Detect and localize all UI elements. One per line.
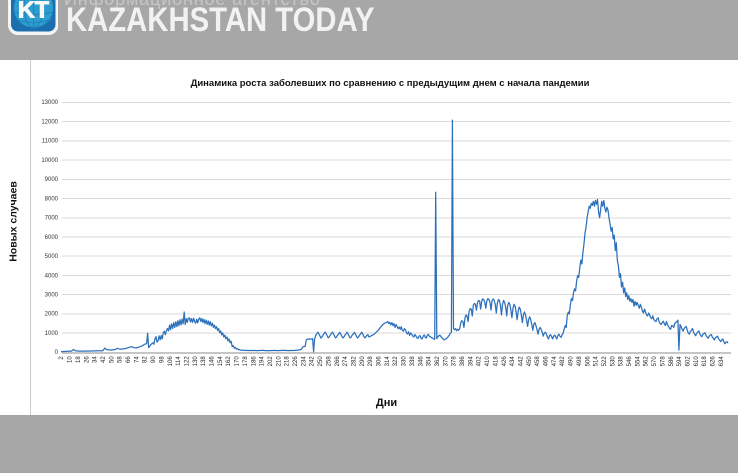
svg-text:Дни: Дни: [376, 397, 397, 409]
svg-text:450: 450: [527, 356, 533, 367]
svg-text:8000: 8000: [45, 196, 59, 202]
svg-text:1000: 1000: [45, 331, 59, 337]
svg-text:50: 50: [109, 356, 115, 363]
svg-text:138: 138: [201, 356, 207, 367]
svg-text:11000: 11000: [42, 139, 59, 145]
svg-text:410: 410: [485, 356, 491, 367]
svg-text:178: 178: [243, 356, 249, 367]
svg-text:586: 586: [669, 356, 675, 367]
svg-text:282: 282: [352, 356, 358, 367]
svg-text:26: 26: [84, 356, 90, 363]
svg-text:Динамика роста заболевших по с: Динамика роста заболевших по сравнению с…: [191, 78, 590, 89]
svg-text:42: 42: [101, 356, 107, 363]
svg-text:10: 10: [68, 356, 74, 363]
svg-text:442: 442: [519, 356, 525, 367]
svg-text:13000: 13000: [41, 100, 58, 106]
svg-text:12000: 12000: [41, 119, 58, 125]
svg-text:466: 466: [544, 356, 550, 367]
svg-text:426: 426: [502, 356, 508, 367]
svg-text:90: 90: [151, 356, 157, 363]
svg-text:58: 58: [118, 356, 124, 363]
svg-text:474: 474: [552, 356, 558, 367]
svg-text:2: 2: [59, 356, 65, 360]
svg-text:194: 194: [260, 356, 266, 367]
svg-text:322: 322: [393, 356, 399, 367]
svg-text:530: 530: [610, 356, 616, 367]
svg-text:290: 290: [360, 356, 366, 367]
svg-text:258: 258: [326, 356, 332, 367]
svg-text:74: 74: [134, 356, 140, 363]
svg-text:418: 418: [493, 356, 499, 367]
svg-text:482: 482: [560, 356, 566, 367]
svg-text:2000: 2000: [45, 312, 59, 318]
svg-text:18: 18: [76, 356, 82, 363]
svg-text:10000: 10000: [41, 158, 58, 164]
svg-text:506: 506: [585, 356, 591, 367]
svg-text:346: 346: [418, 356, 424, 367]
svg-text:218: 218: [285, 356, 291, 367]
svg-text:458: 458: [535, 356, 541, 367]
svg-text:130: 130: [193, 356, 199, 367]
svg-text:634: 634: [719, 356, 725, 367]
svg-text:618: 618: [702, 356, 708, 367]
svg-text:234: 234: [301, 356, 307, 367]
svg-text:434: 434: [510, 356, 516, 367]
svg-text:162: 162: [226, 356, 232, 367]
svg-text:306: 306: [377, 356, 383, 367]
svg-text:4000: 4000: [45, 273, 59, 279]
svg-text:330: 330: [402, 356, 408, 367]
svg-text:538: 538: [619, 356, 625, 367]
svg-text:202: 202: [268, 356, 274, 367]
svg-text:354: 354: [427, 356, 433, 367]
svg-text:314: 314: [385, 356, 391, 367]
svg-text:114: 114: [176, 356, 182, 366]
svg-text:298: 298: [368, 356, 374, 367]
svg-text:554: 554: [635, 356, 641, 367]
svg-text:386: 386: [460, 356, 466, 367]
svg-text:0: 0: [55, 350, 59, 356]
svg-text:170: 170: [235, 356, 241, 367]
svg-text:Новых случаев: Новых случаев: [7, 181, 19, 262]
svg-text:106: 106: [168, 356, 174, 367]
svg-text:338: 338: [410, 356, 416, 367]
svg-text:242: 242: [310, 356, 316, 367]
svg-text:82: 82: [143, 356, 149, 363]
svg-text:394: 394: [468, 356, 474, 367]
svg-text:98: 98: [159, 356, 165, 363]
svg-text:146: 146: [210, 356, 216, 367]
svg-text:66: 66: [126, 356, 132, 363]
svg-text:250: 250: [318, 356, 324, 367]
svg-text:5000: 5000: [45, 254, 59, 260]
svg-text:7000: 7000: [45, 216, 59, 222]
svg-text:122: 122: [185, 356, 191, 367]
svg-text:570: 570: [652, 356, 658, 367]
svg-text:498: 498: [577, 356, 583, 367]
svg-text:34: 34: [93, 356, 99, 363]
svg-text:490: 490: [569, 356, 575, 367]
svg-text:KT: KT: [18, 0, 50, 23]
svg-text:546: 546: [627, 356, 633, 367]
svg-text:602: 602: [686, 356, 692, 367]
svg-text:610: 610: [694, 356, 700, 367]
svg-text:9000: 9000: [45, 177, 59, 183]
svg-text:186: 186: [251, 356, 257, 367]
svg-text:370: 370: [443, 356, 449, 367]
svg-text:266: 266: [335, 356, 341, 367]
svg-text:3000: 3000: [45, 293, 59, 299]
svg-text:6000: 6000: [45, 235, 59, 241]
svg-text:226: 226: [293, 356, 299, 367]
svg-text:514: 514: [594, 356, 600, 367]
svg-text:362: 362: [435, 356, 441, 367]
svg-text:402: 402: [477, 356, 483, 367]
svg-text:154: 154: [218, 356, 224, 367]
svg-text:378: 378: [452, 356, 458, 367]
svg-text:578: 578: [660, 356, 666, 367]
svg-text:210: 210: [276, 356, 282, 367]
svg-text:522: 522: [602, 356, 608, 367]
svg-text:274: 274: [343, 356, 349, 367]
svg-text:626: 626: [711, 356, 717, 367]
svg-text:562: 562: [644, 356, 650, 367]
svg-text:594: 594: [677, 356, 683, 367]
